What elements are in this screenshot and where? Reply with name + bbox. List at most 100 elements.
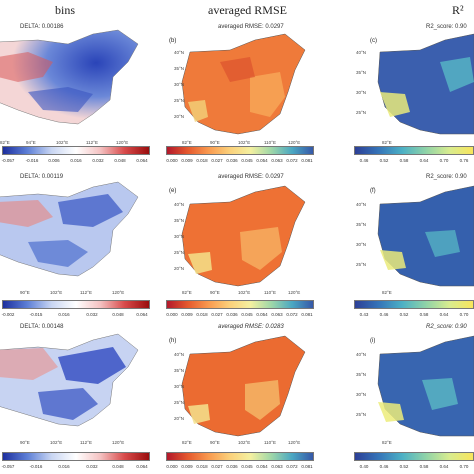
panel-title: DELTA: 0.00119: [20, 174, 64, 180]
lat-label: 30°N: [174, 234, 185, 239]
bias-colorbar: -0.002 -0.015 0.016 0.032 0.048 0.064: [2, 300, 150, 326]
colorbar-tick: 0.52: [399, 464, 409, 469]
lon-label: 94°E: [26, 140, 36, 145]
panel-label: (b): [169, 38, 177, 44]
r2-map: [377, 33, 474, 135]
panel-title: DELTA: 0.00186: [20, 24, 64, 30]
r2-colorbar: 0.40 0.46 0.52 0.58 0.64 0.70: [354, 452, 474, 472]
colorbar-tick: 0.000: [166, 464, 178, 469]
lon-label: 110°E: [264, 440, 276, 445]
lat-label: 30°N: [174, 384, 185, 389]
colorbar-tick: 0.048: [114, 158, 126, 163]
lat-label: 35°N: [174, 66, 185, 71]
colorbar-tick: 0.000: [166, 312, 178, 317]
lon-label: 90°E: [210, 140, 220, 145]
lon-label: 112°E: [86, 140, 98, 145]
lat-label: 35°N: [356, 372, 367, 377]
lat-label: 30°N: [174, 82, 185, 87]
bias-map: [0, 181, 139, 277]
lat-label: 30°N: [356, 242, 367, 247]
colorbar-tick: 0.027: [211, 158, 223, 163]
lat-label: 35°N: [356, 222, 367, 227]
colorbar-tick: 0.009: [181, 464, 193, 469]
lat-label: 40°N: [356, 50, 367, 55]
lon-label: 82°E: [182, 140, 192, 145]
colorbar-tick: 0.072: [286, 312, 298, 317]
colorbar-gradient: [354, 146, 474, 155]
lat-label: 25°N: [356, 262, 367, 267]
column-header-rmse: averaged RMSE: [208, 3, 287, 17]
lon-label: 82°E: [382, 140, 392, 145]
bias-colorbar: -0.057 -0.016 0.016 0.032 0.048 0.064: [2, 452, 150, 472]
colorbar-tick: -0.016: [25, 158, 39, 163]
colorbar-tick: 0.76: [459, 158, 469, 163]
lat-label: 25°N: [174, 400, 185, 405]
lon-label: 90°E: [210, 440, 220, 445]
r2-colorbar: 0.46 0.52 0.58 0.64 0.70 0.76: [354, 146, 474, 172]
bias-colorbar: -0.057 -0.016 0.006 0.016 0.032 0.048 0.…: [2, 146, 150, 172]
colorbar-tick: 0.46: [379, 464, 389, 469]
column-header-bias: bins: [55, 3, 76, 17]
colorbar-tick: 0.58: [419, 312, 429, 317]
panel-title: averaged RMSE: 0.0283: [218, 324, 284, 330]
lat-label: 40°N: [174, 202, 185, 207]
colorbar-tick: 0.52: [399, 312, 409, 317]
rmse-map-panel: averaged RMSE: 0.0297 (e) 40°N 35°N 30°N…: [160, 172, 310, 300]
colorbar-tick: 0.054: [256, 158, 268, 163]
colorbar-tick: 0.072: [286, 464, 298, 469]
lon-label: 120°E: [288, 140, 301, 145]
colorbar-tick: 0.081: [301, 158, 313, 163]
lon-label: 120°E: [112, 290, 125, 295]
colorbar-gradient: [166, 300, 314, 309]
colorbar-tick: 0.048: [112, 464, 124, 469]
lon-label: 120°E: [288, 440, 301, 445]
lat-label: 25°N: [356, 110, 367, 115]
colorbar-tick: 0.018: [196, 312, 208, 317]
lon-label: 90°E: [20, 440, 30, 445]
colorbar-tick: 0.64: [439, 312, 449, 317]
colorbar-tick: 0.016: [58, 312, 70, 317]
lon-label: 82°E: [182, 440, 192, 445]
colorbar-tick: 0.64: [419, 158, 429, 163]
lat-label: 35°N: [174, 218, 185, 223]
colorbar-gradient: [354, 300, 474, 309]
lat-label: 20°N: [174, 416, 185, 421]
colorbar-tick: 0.000: [166, 158, 178, 163]
lon-label: 102°E: [238, 140, 251, 145]
lon-label: 90°E: [20, 290, 30, 295]
colorbar-tick: 0.46: [379, 312, 389, 317]
lon-label: 82°E: [0, 140, 10, 145]
r2-map-panel: R2_score: 0.90 (f) 40°N 35°N 30°N 25°N 8…: [330, 172, 474, 300]
r2-map: [377, 185, 474, 287]
colorbar-tick: 0.70: [459, 312, 469, 317]
colorbar-tick: 0.081: [301, 464, 313, 469]
colorbar-tick: 0.018: [196, 464, 208, 469]
colorbar-gradient: [354, 452, 474, 461]
colorbar-tick: 0.016: [70, 158, 82, 163]
lon-label: 102°E: [238, 290, 251, 295]
lon-label: 102°E: [50, 290, 63, 295]
rmse-map-panel: averaged RMSE: 0.0297 (b) 40°N 35°N 30°N…: [160, 22, 310, 150]
colorbar-gradient: [2, 300, 150, 309]
lon-label: 90°E: [210, 290, 220, 295]
r2-map: [377, 335, 474, 437]
colorbar-tick: 0.048: [112, 312, 124, 317]
column-header-r2: R²: [452, 3, 464, 17]
colorbar-tick: 0.064: [136, 464, 148, 469]
colorbar-tick: 0.054: [256, 464, 268, 469]
colorbar-tick: 0.64: [439, 464, 449, 469]
rmse-map-panel: averaged RMSE: 0.0283 (h) 40°N 35°N 30°N…: [160, 322, 310, 450]
bias-map: [0, 29, 139, 125]
lon-label: 102°E: [238, 440, 251, 445]
bias-map-panel: DELTA: 0.00186 82°E 94°E 102°E 112°E 120…: [0, 22, 148, 150]
colorbar-tick: 0.018: [196, 158, 208, 163]
colorbar-gradient: [166, 146, 314, 155]
panel-label: (f): [370, 188, 376, 194]
colorbar-tick: 0.064: [136, 312, 148, 317]
lat-label: 25°N: [356, 412, 367, 417]
lat-label: 25°N: [174, 98, 185, 103]
colorbar-gradient: [2, 146, 150, 155]
colorbar-tick: 0.081: [301, 312, 313, 317]
colorbar-tick: -0.057: [1, 158, 15, 163]
lat-label: 30°N: [356, 90, 367, 95]
